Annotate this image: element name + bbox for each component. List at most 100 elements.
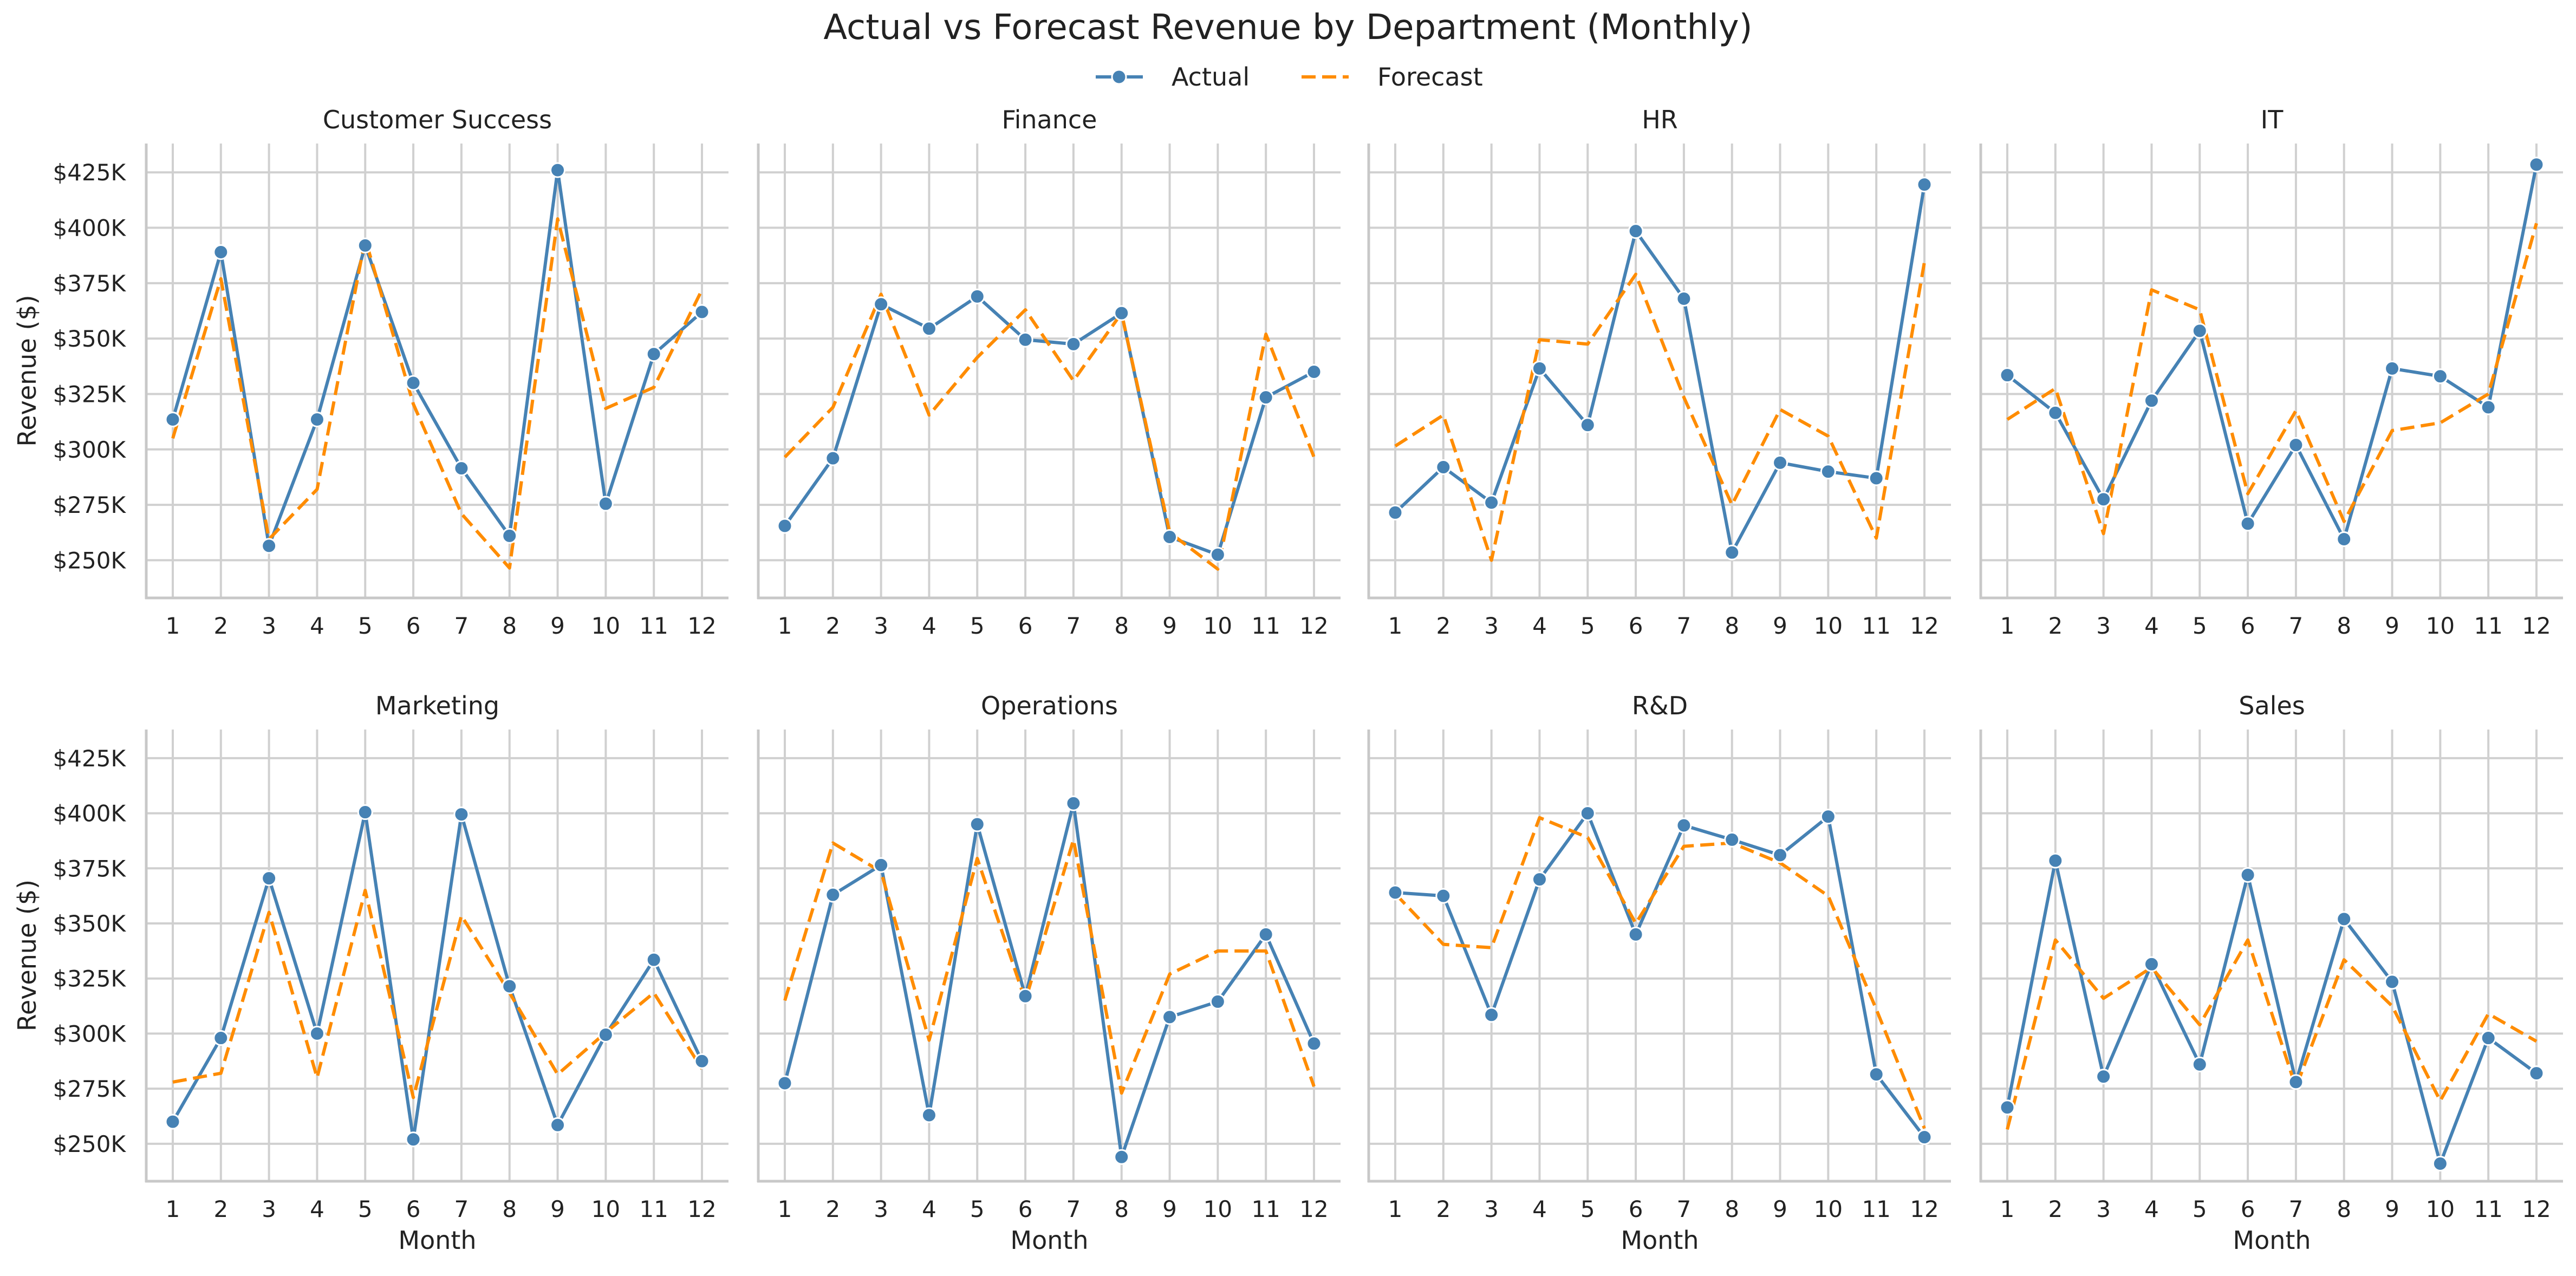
x-tick-label: 7	[2289, 613, 2304, 639]
x-tick-label: 7	[1677, 613, 1692, 639]
actual-point	[1209, 993, 1226, 1010]
actual-point	[2336, 911, 2352, 927]
x-tick-label: 11	[2474, 613, 2502, 639]
actual-point	[873, 296, 889, 313]
actual-line	[1395, 811, 1926, 1138]
actual-point	[694, 304, 710, 320]
y-tick-label: $250K	[53, 547, 127, 574]
x-tick-label: 1	[1388, 613, 1403, 639]
actual-point	[1916, 1129, 1933, 1145]
actual-point	[646, 346, 662, 362]
x-tick-label: 10	[1204, 613, 1232, 639]
actual-point	[550, 1117, 566, 1133]
x-tick-label: 8	[2337, 613, 2351, 639]
panel-title: Sales	[2239, 691, 2305, 720]
panel-title: Finance	[1002, 105, 1097, 134]
forecast-line	[783, 292, 1316, 571]
actual-point	[2480, 1030, 2496, 1046]
actual-point	[1724, 544, 1740, 561]
x-tick-label: 10	[2426, 613, 2455, 639]
actual-point	[1387, 884, 1403, 901]
forecast-line	[171, 217, 704, 570]
actual-point	[1484, 1007, 1500, 1023]
legend-actual-marker	[1111, 69, 1127, 85]
x-tick-label: 12	[2522, 1196, 2551, 1222]
x-axis-label: Month	[2233, 1226, 2311, 1255]
y-tick-label: $350K	[53, 910, 127, 937]
actual-point	[1114, 305, 1130, 321]
x-tick-label: 4	[922, 1196, 936, 1222]
legend: Actual Forecast	[0, 60, 2576, 92]
actual-point	[1531, 871, 1547, 888]
x-tick-label: 3	[2096, 1196, 2111, 1222]
actual-point	[969, 288, 985, 304]
forecast-line	[2006, 938, 2538, 1130]
actual-point	[921, 321, 937, 337]
x-tick-label: 6	[406, 613, 421, 639]
y-tick-label: $300K	[53, 437, 127, 463]
actual-point	[502, 978, 518, 994]
x-tick-label: 1	[2000, 613, 2015, 639]
actual-point	[2288, 1074, 2304, 1090]
x-tick-label: 7	[454, 613, 469, 639]
actual-line	[783, 802, 1316, 1159]
panel-title: Marketing	[375, 691, 499, 720]
x-tick-label: 9	[1773, 1196, 1787, 1222]
x-tick-label: 8	[1114, 613, 1129, 639]
x-tick-label: 2	[1436, 1196, 1450, 1222]
x-tick-label: 6	[2241, 1196, 2255, 1222]
x-tick-label: 8	[502, 613, 517, 639]
actual-point	[694, 1053, 710, 1069]
x-tick-label: 7	[2289, 1196, 2304, 1222]
actual-point	[1579, 417, 1596, 433]
actual-point	[2528, 157, 2545, 173]
actual-point	[1628, 223, 1644, 239]
legend-forecast-label: Forecast	[1377, 62, 1483, 92]
x-tick-label: 9	[550, 1196, 565, 1222]
x-tick-label: 10	[1814, 1196, 1843, 1222]
x-tick-label: 7	[1066, 1196, 1081, 1222]
panel-title: Customer Success	[323, 105, 552, 134]
actual-line	[2006, 859, 2538, 1166]
x-tick-label: 12	[1299, 613, 1328, 639]
x-tick-label: 11	[1251, 613, 1280, 639]
x-tick-label: 8	[2337, 1196, 2351, 1222]
actual-point	[165, 1114, 181, 1130]
actual-point	[1162, 529, 1178, 545]
forecast-line	[1394, 262, 1926, 562]
x-tick-label: 3	[262, 613, 276, 639]
actual-point	[213, 1030, 229, 1046]
actual-point	[1387, 504, 1403, 520]
x-tick-label: 2	[213, 1196, 228, 1222]
x-tick-label: 4	[2144, 1196, 2159, 1222]
actual-point	[2047, 405, 2064, 421]
legend-actual-label: Actual	[1172, 62, 1250, 92]
x-tick-label: 5	[970, 1196, 985, 1222]
x-tick-label: 2	[213, 613, 228, 639]
actual-point	[2432, 1155, 2448, 1171]
y-tick-label: $425K	[53, 159, 127, 186]
x-tick-label: 1	[1388, 1196, 1403, 1222]
panel-hr: HR1 2 3 4 5 6 7 8 9 10 11 12	[1367, 105, 1951, 639]
y-tick-label: $425K	[53, 745, 127, 772]
actual-point	[1820, 809, 1836, 825]
actual-point	[1017, 988, 1033, 1004]
actual-point	[1209, 546, 1226, 563]
x-tick-label: 7	[1066, 613, 1081, 639]
x-tick-label: 11	[2474, 1196, 2502, 1222]
y-tick-label: $275K	[53, 1076, 127, 1102]
actual-line	[2006, 164, 2538, 541]
x-tick-label: 12	[1910, 1196, 1938, 1222]
actual-point	[777, 518, 793, 534]
x-tick-label: 4	[310, 613, 324, 639]
x-tick-label: 5	[970, 613, 985, 639]
actual-point	[1999, 367, 2015, 383]
actual-point	[2240, 867, 2256, 883]
x-tick-label: 6	[1018, 613, 1033, 639]
x-tick-label: 5	[1580, 613, 1595, 639]
actual-point	[2528, 1065, 2545, 1082]
x-tick-label: 6	[1629, 1196, 1643, 1222]
